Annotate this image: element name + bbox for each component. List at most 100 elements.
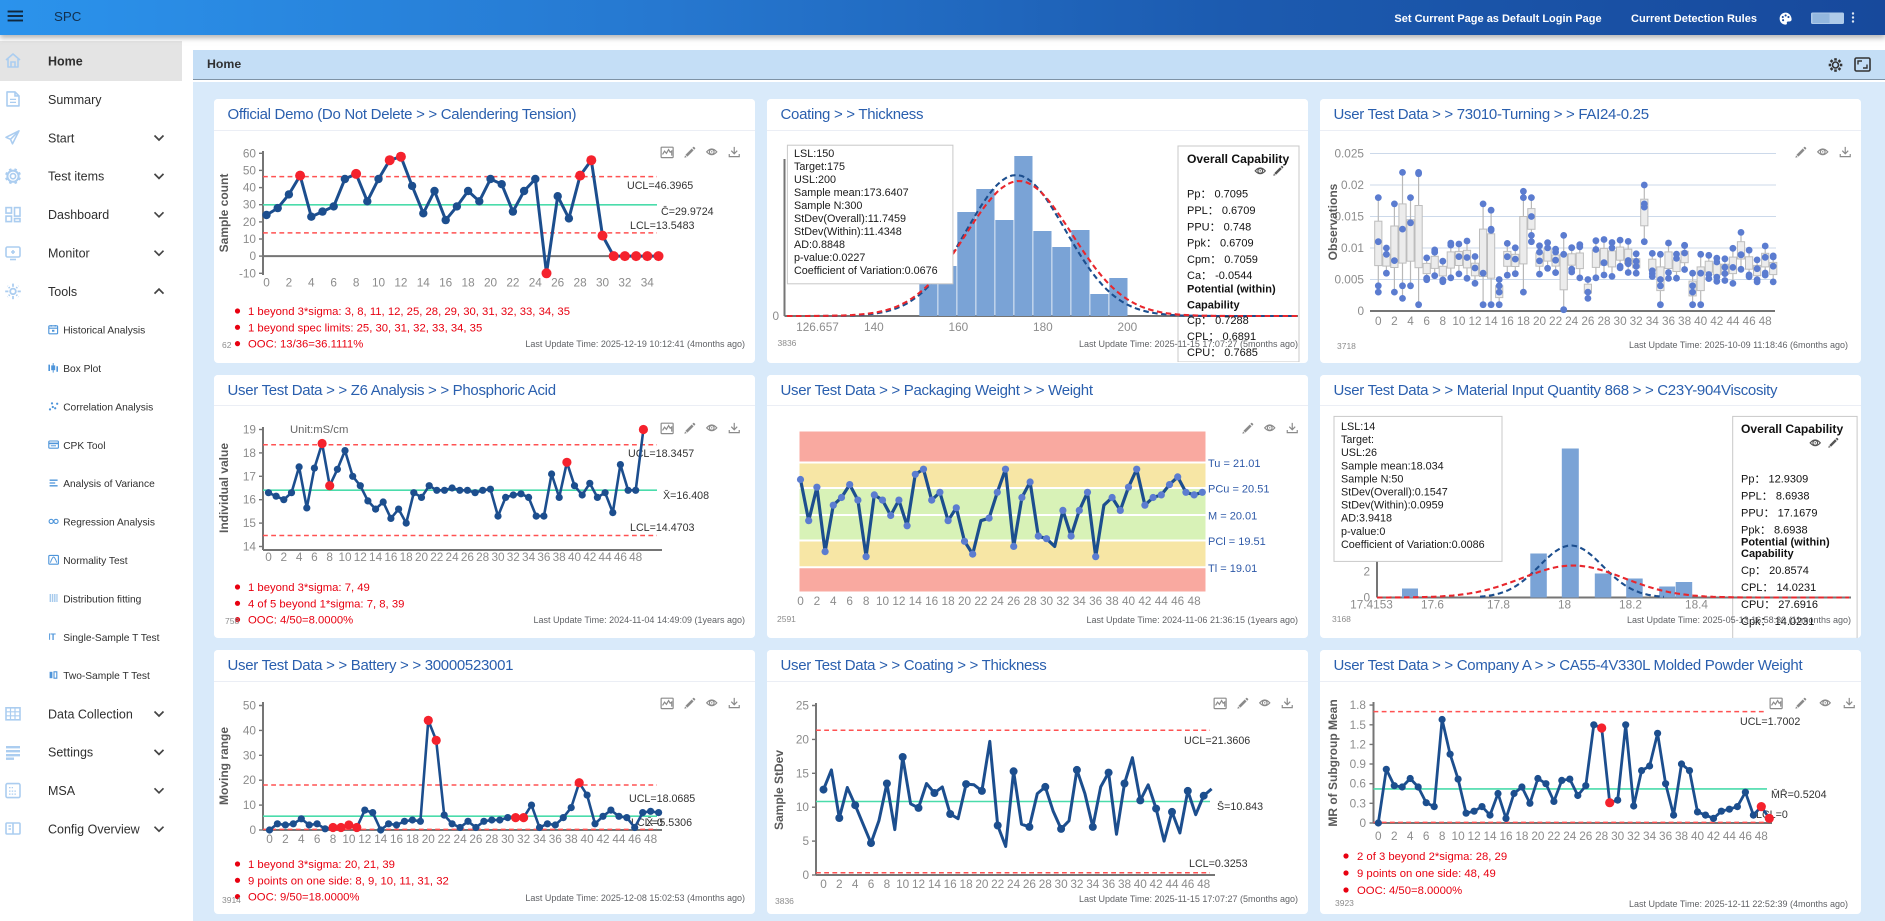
svg-text:30: 30 [242,748,256,762]
svg-text:PPU： 0.748: PPU： 0.748 [1187,221,1251,233]
svg-text:LCL=13.5483: LCL=13.5483 [630,220,695,232]
svg-text:40: 40 [1694,314,1708,328]
svg-text:34: 34 [1086,877,1100,891]
svg-text:3914: 3914 [222,895,241,905]
svg-text:18.2: 18.2 [1619,597,1642,611]
svg-text:18: 18 [461,275,475,289]
svg-text:34: 34 [522,550,536,564]
svg-text:LSL:14: LSL:14 [1341,421,1375,433]
svg-text:OOC: 9/50=18.0000%: OOC: 9/50=18.0000% [248,892,359,904]
svg-text:18: 18 [1515,829,1529,843]
svg-text:Tu = 21.01: Tu = 21.01 [1208,458,1261,470]
svg-text:16: 16 [925,594,939,608]
svg-text:28: 28 [1038,877,1052,891]
svg-text:LSL:150: LSL:150 [794,148,834,160]
svg-text:UCL=18.3457: UCL=18.3457 [628,448,694,460]
svg-text:UCL=21.3606: UCL=21.3606 [1184,735,1250,747]
svg-text:42: 42 [596,832,609,846]
svg-text:Normality Test: Normality Test [63,556,128,567]
svg-text:Overall Capability: Overall Capability [1187,152,1289,166]
svg-text:0.01: 0.01 [1341,241,1364,255]
svg-text:19: 19 [242,422,255,436]
svg-text:2: 2 [1391,829,1398,843]
svg-text:42: 42 [1149,877,1162,891]
svg-text:8: 8 [1438,829,1445,843]
svg-text:10: 10 [242,798,256,812]
svg-text:8: 8 [883,877,890,891]
svg-text:30: 30 [1611,829,1625,843]
svg-text:T: T [50,632,56,642]
svg-text:44: 44 [1154,594,1168,608]
svg-text:2: 2 [813,594,820,608]
svg-text:42: 42 [583,550,596,564]
svg-text:40: 40 [1133,877,1147,891]
svg-text:42: 42 [1138,594,1151,608]
svg-text:26: 26 [1022,877,1036,891]
svg-text:UCL=18.0685: UCL=18.0685 [629,793,695,805]
svg-text:22: 22 [974,594,987,608]
svg-text:50: 50 [242,163,256,177]
svg-text:Correlation Analysis: Correlation Analysis [63,402,153,413]
svg-text:0.015: 0.015 [1334,210,1364,224]
svg-text:30: 30 [242,198,256,212]
svg-text:20: 20 [242,773,256,787]
svg-text:3836: 3836 [777,338,796,348]
svg-text:0: 0 [820,877,827,891]
svg-text:30: 30 [501,832,515,846]
svg-text:18: 18 [959,877,973,891]
svg-text:24: 24 [1007,877,1021,891]
svg-text:12: 12 [911,877,924,891]
svg-text:20: 20 [975,877,989,891]
svg-text:22: 22 [430,550,443,564]
svg-text:32: 32 [1629,314,1642,328]
svg-text:M̄R̄=0.5204: M̄R̄=0.5204 [1771,788,1827,801]
svg-text:0.025: 0.025 [1334,147,1364,161]
svg-text:Observations: Observations [1326,183,1340,260]
svg-text:Ca： -0.0544: Ca： -0.0544 [1187,270,1252,282]
svg-text:6: 6 [311,550,318,564]
svg-text:5: 5 [802,834,809,848]
svg-text:0: 0 [265,550,272,564]
svg-text:10: 10 [795,800,809,814]
svg-text:46: 46 [1181,877,1195,891]
svg-text:8: 8 [1439,314,1446,328]
svg-text:Potential (within): Potential (within) [1187,284,1276,296]
svg-text:24: 24 [453,832,467,846]
svg-text:9 points on one side: 48, 49: 9 points on one side: 48, 49 [1357,868,1496,880]
svg-text:0.6: 0.6 [1349,777,1366,791]
svg-text:OOC: 13/36=36.1111%: OOC: 13/36=36.1111% [248,339,363,351]
svg-text:Last Update Time: 2024-11-04 1: Last Update Time: 2024-11-04 14:49:09 (1… [533,615,744,625]
svg-text:Tl = 19.01: Tl = 19.01 [1208,563,1257,575]
svg-text:14: 14 [416,275,430,289]
svg-text:Last Update Time: 2025-05-13 1: Last Update Time: 2025-05-13 16:58:30 (1… [1627,615,1851,625]
svg-text:StDev(Overall):11.7459: StDev(Overall):11.7459 [794,213,906,225]
svg-text:28: 28 [476,550,490,564]
svg-text:1.5: 1.5 [1349,718,1366,732]
svg-text:Target:175: Target:175 [794,161,845,173]
svg-text:18: 18 [1516,314,1530,328]
svg-text:4: 4 [851,877,858,891]
svg-text:36: 36 [1089,594,1103,608]
svg-text:Cpk： 14.0231: Cpk： 14.0231 [1741,615,1814,627]
svg-text:CPK Tool: CPK Tool [63,441,105,452]
svg-text:30: 30 [595,275,609,289]
svg-text:44: 44 [598,550,612,564]
svg-text:30: 30 [491,550,505,564]
svg-text:Capability: Capability [1741,547,1794,559]
svg-text:22: 22 [437,832,450,846]
svg-text:14: 14 [369,550,383,564]
svg-text:16: 16 [439,275,453,289]
svg-text:10: 10 [1452,314,1466,328]
svg-text:12: 12 [892,594,905,608]
svg-text:17.4153: 17.4153 [1350,597,1393,611]
svg-text:14: 14 [1484,314,1498,328]
svg-text:4: 4 [830,594,837,608]
svg-text:2591: 2591 [777,614,796,624]
svg-text:32: 32 [1056,594,1069,608]
svg-text:Monitor: Monitor [48,247,90,261]
svg-text:X̄=16.408: X̄=16.408 [663,489,709,502]
svg-text:AD:3.9418: AD:3.9418 [1341,512,1392,524]
svg-text:PPL： 0.6709: PPL： 0.6709 [1187,205,1256,217]
svg-text:UCL=1.7002: UCL=1.7002 [1740,716,1800,728]
svg-text:40: 40 [242,723,256,737]
